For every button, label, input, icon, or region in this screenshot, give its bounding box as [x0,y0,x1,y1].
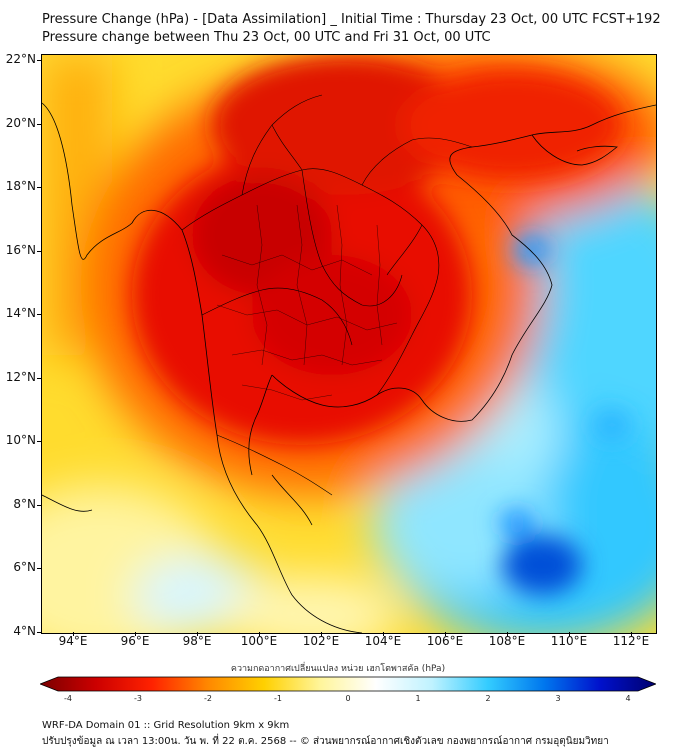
lat-label: 4°N [13,624,36,638]
border-lines [181,94,473,496]
lat-tick [37,314,41,316]
lon-label: 94°E [58,634,88,648]
colorbar-tick-label: -3 [134,694,142,703]
colorbar-tick-label: 4 [625,694,631,703]
colorbar [40,676,656,692]
lon-tick [631,632,632,636]
colorbar-tick-label: 2 [485,694,491,703]
lat-label: 12°N [5,369,36,384]
lat-label: 16°N [5,242,36,257]
footer-domain-info: WRF-DA Domain 01 :: Grid Resolution 9km … [42,720,290,731]
lat-label: 22°N [5,52,36,66]
lat-tick [37,377,41,379]
colorbar-tick-label: 1 [415,694,421,703]
lon-tick [135,632,136,636]
lat-label: 8°N [13,496,36,511]
lon-tick [259,632,260,636]
colorbar-tick-label: -4 [64,694,72,703]
lat-label: 6°N [13,560,36,575]
lat-tick [37,60,41,61]
lon-tick [73,632,74,636]
lon-tick [383,632,384,636]
colorbar-tick-label: 0 [345,694,351,703]
chart-title: Pressure Change (hPa) - [Data Assimilati… [42,12,661,27]
lon-tick [321,632,322,636]
lat-label: 20°N [5,115,36,130]
lon-tick [445,632,446,636]
colorbar-gradient [40,676,656,692]
lat-tick [37,123,41,125]
map-canvas [42,55,656,633]
lon-label: 108°E [488,634,526,648]
lat-tick [37,187,41,189]
chart-subtitle: Pressure change between Thu 23 Oct, 00 U… [42,30,491,45]
colorbar-tick-label: -2 [204,694,212,703]
lon-label: 112°E [612,634,650,648]
lat-tick [37,632,41,633]
colorbar-label: ความกดอากาศเปลี่ยนแปลง หน่วย เฮกโตพาสคัล… [230,664,446,674]
lat-tick [37,441,41,443]
lon-label: 98°E [182,634,212,648]
lat-label: 14°N [5,306,36,321]
lon-tick [197,632,198,636]
lon-label: 96°E [120,634,150,648]
colorbar-tick-label: -1 [274,694,282,703]
lon-label: 102°E [302,634,340,648]
lon-label: 110°E [550,634,588,648]
colorbar-tick-label: 3 [555,694,561,703]
lon-label: 104°E [364,634,402,648]
lat-tick [37,504,41,506]
lat-label: 10°N [5,433,36,448]
footer-credit: ปรับปรุงข้อมูล ณ เวลา 13:00น. วัน พ. ที่… [42,736,609,747]
lon-label: 100°E [240,634,278,648]
coastline-lines [42,102,656,633]
lat-tick [37,568,41,570]
lat-tick [37,250,41,252]
lat-label: 18°N [5,179,36,194]
lon-label: 106°E [426,634,464,648]
lon-tick [507,632,508,636]
lon-tick [569,632,570,636]
pressure-change-map [41,54,657,634]
